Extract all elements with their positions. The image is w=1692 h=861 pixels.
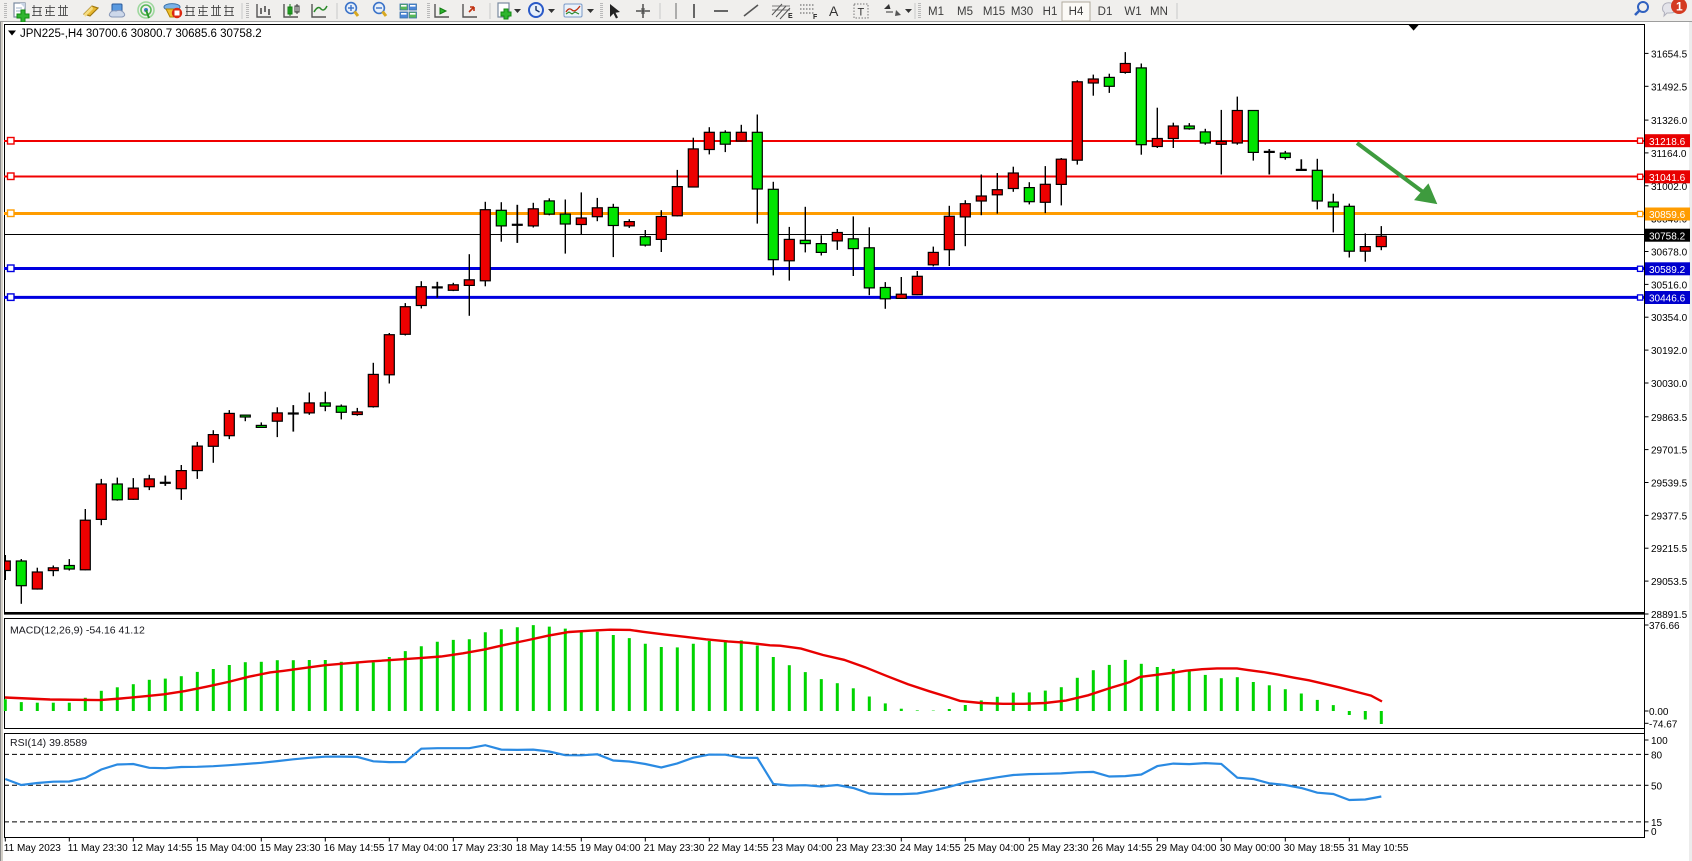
svg-text:29215.5: 29215.5 bbox=[1651, 544, 1688, 555]
svg-text:50: 50 bbox=[1651, 781, 1663, 792]
svg-text:11 May 2023: 11 May 2023 bbox=[4, 843, 62, 854]
svg-text:31654.5: 31654.5 bbox=[1651, 49, 1688, 60]
svg-text:25 May 23:30: 25 May 23:30 bbox=[1028, 843, 1089, 854]
svg-text:JPN225-,H4 30700.6 30800.7 30: JPN225-,H4 30700.6 30800.7 30685.6 30758… bbox=[20, 28, 262, 40]
svg-text:H1: H1 bbox=[1043, 6, 1058, 18]
svg-text:D1: D1 bbox=[1098, 6, 1113, 18]
svg-text:1: 1 bbox=[1676, 0, 1683, 14]
svg-text:29053.5: 29053.5 bbox=[1651, 577, 1688, 588]
svg-text:31218.6: 31218.6 bbox=[1649, 137, 1686, 148]
svg-text:30354.0: 30354.0 bbox=[1651, 313, 1688, 324]
svg-text:30 May 00:00: 30 May 00:00 bbox=[1220, 843, 1281, 854]
svg-text:T: T bbox=[858, 7, 865, 19]
svg-text:25 May 04:00: 25 May 04:00 bbox=[964, 843, 1025, 854]
svg-text:26 May 14:55: 26 May 14:55 bbox=[1092, 843, 1153, 854]
svg-text:A: A bbox=[829, 3, 839, 19]
svg-text:29539.5: 29539.5 bbox=[1651, 479, 1688, 490]
svg-text:15: 15 bbox=[1651, 818, 1663, 829]
svg-text:29863.5: 29863.5 bbox=[1651, 413, 1688, 424]
svg-text:MN: MN bbox=[1150, 6, 1168, 18]
svg-text:MACD(12,26,9) -54.16 41.12: MACD(12,26,9) -54.16 41.12 bbox=[10, 625, 145, 637]
svg-text:23 May 23:30: 23 May 23:30 bbox=[836, 843, 897, 854]
svg-text:0: 0 bbox=[1651, 827, 1657, 838]
svg-text:22 May 14:55: 22 May 14:55 bbox=[708, 843, 769, 854]
svg-text:29701.5: 29701.5 bbox=[1651, 446, 1688, 457]
svg-text:0.00: 0.00 bbox=[1649, 707, 1669, 718]
svg-text:29 May 04:00: 29 May 04:00 bbox=[1156, 843, 1217, 854]
svg-text:16 May 14:55: 16 May 14:55 bbox=[324, 843, 385, 854]
svg-text:21 May 23:30: 21 May 23:30 bbox=[644, 843, 705, 854]
svg-text:-74.67: -74.67 bbox=[1649, 719, 1678, 730]
svg-text:31041.6: 31041.6 bbox=[1649, 173, 1686, 184]
svg-text:31164.0: 31164.0 bbox=[1651, 149, 1687, 160]
svg-text:M5: M5 bbox=[957, 6, 973, 18]
svg-text:31492.5: 31492.5 bbox=[1651, 82, 1688, 93]
svg-text:11 May 23:30: 11 May 23:30 bbox=[68, 843, 128, 854]
svg-text:30446.6: 30446.6 bbox=[1649, 294, 1686, 305]
svg-text:29377.5: 29377.5 bbox=[1651, 511, 1688, 522]
svg-text:30758.2: 30758.2 bbox=[1649, 231, 1686, 242]
svg-text:18 May 14:55: 18 May 14:55 bbox=[516, 843, 577, 854]
svg-text:31002.0: 31002.0 bbox=[1651, 182, 1688, 193]
svg-text:W1: W1 bbox=[1124, 6, 1141, 18]
svg-text:M30: M30 bbox=[1011, 6, 1033, 18]
svg-text:100: 100 bbox=[1651, 736, 1668, 747]
svg-text:M1: M1 bbox=[928, 6, 944, 18]
svg-text:30030.0: 30030.0 bbox=[1651, 379, 1688, 390]
svg-text:15 May 23:30: 15 May 23:30 bbox=[260, 843, 321, 854]
svg-text:24 May 14:55: 24 May 14:55 bbox=[900, 843, 961, 854]
svg-text:28891.5: 28891.5 bbox=[1651, 610, 1688, 621]
svg-text:30589.2: 30589.2 bbox=[1649, 265, 1686, 276]
svg-text:RSI(14) 39.8589: RSI(14) 39.8589 bbox=[10, 737, 87, 749]
svg-text:E: E bbox=[788, 13, 793, 20]
svg-text:376.66: 376.66 bbox=[1649, 621, 1680, 632]
svg-text:17 May 23:30: 17 May 23:30 bbox=[452, 843, 513, 854]
svg-text:80: 80 bbox=[1651, 750, 1663, 761]
svg-text:M15: M15 bbox=[983, 6, 1005, 18]
svg-text:17 May 04:00: 17 May 04:00 bbox=[388, 843, 449, 854]
svg-text:30516.0: 30516.0 bbox=[1651, 280, 1688, 291]
svg-text:23 May 04:00: 23 May 04:00 bbox=[772, 843, 833, 854]
svg-text:15 May 04:00: 15 May 04:00 bbox=[196, 843, 257, 854]
svg-text:19 May 04:00: 19 May 04:00 bbox=[580, 843, 641, 854]
svg-text:30859.6: 30859.6 bbox=[1649, 210, 1686, 221]
svg-text:30192.0: 30192.0 bbox=[1651, 346, 1688, 357]
svg-text:30678.0: 30678.0 bbox=[1651, 248, 1688, 259]
svg-text:H4: H4 bbox=[1069, 6, 1084, 18]
svg-text:F: F bbox=[813, 14, 818, 21]
svg-text:30 May 18:55: 30 May 18:55 bbox=[1284, 843, 1345, 854]
svg-text:12 May 14:55: 12 May 14:55 bbox=[132, 843, 193, 854]
svg-text:31326.0: 31326.0 bbox=[1651, 116, 1688, 127]
svg-text:31 May 10:55: 31 May 10:55 bbox=[1348, 843, 1409, 854]
